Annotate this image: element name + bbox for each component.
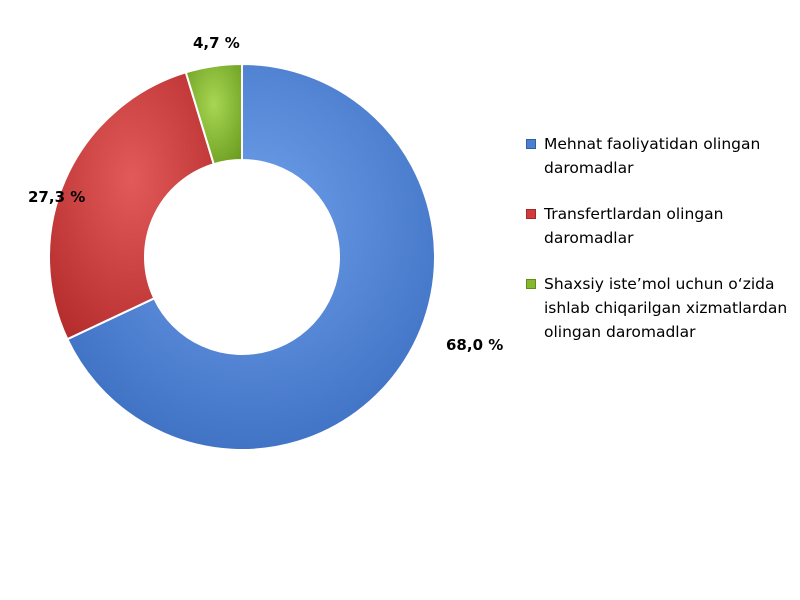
data-labels: 68,0 % 27,3 % 4,7 %	[28, 34, 503, 354]
donut-slice-transfert	[48, 71, 216, 341]
legend-item-mehnat: Mehnat faoliyatidan olingan daromadlar	[522, 132, 800, 180]
legend-swatch-blue	[526, 139, 536, 149]
legend-swatch-green	[526, 279, 536, 289]
legend-swatch-red	[526, 209, 536, 219]
legend-item-transfert: Transfertlardan olingan daromadlar	[522, 202, 800, 250]
legend-label-transfert: Transfertlardan olingan daromadlar	[544, 205, 724, 247]
legend: Mehnat faoliyatidan olingan daromadlar T…	[522, 132, 800, 366]
data-label-mehnat: 68,0 %	[446, 336, 503, 354]
donut-slices	[48, 62, 436, 451]
legend-label-mehnat: Mehnat faoliyatidan olingan daromadlar	[544, 135, 761, 177]
donut-slice-shaxsiy	[184, 62, 243, 166]
data-label-shaxsiy: 4,7 %	[193, 34, 240, 52]
legend-item-shaxsiy: Shaxsiy iste’mol uchun o‘zida ishlab chi…	[522, 272, 800, 344]
donut-slice-mehnat	[66, 62, 436, 451]
legend-label-shaxsiy: Shaxsiy iste’mol uchun o‘zida ishlab chi…	[544, 275, 788, 341]
data-label-transfert: 27,3 %	[28, 188, 85, 206]
